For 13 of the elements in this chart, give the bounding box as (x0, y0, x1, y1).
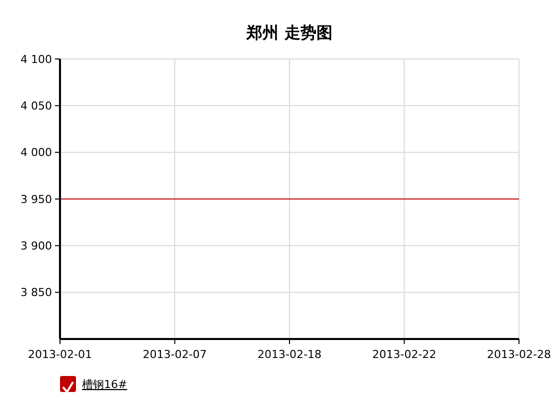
chart-title: 郑州 走势图 (246, 23, 332, 42)
x-tick-label: 2013-02-07 (142, 348, 207, 361)
x-tick-label: 2013-02-28 (487, 348, 551, 361)
x-tick-label: 2013-02-18 (258, 348, 322, 361)
legend-label: 槽钢16# (82, 378, 128, 391)
y-tick-label: 4 000 (20, 146, 52, 160)
y-tick-label: 3 900 (20, 240, 52, 253)
x-tick-label: 2013-02-22 (372, 348, 436, 361)
x-tick-label: 2013-02-01 (28, 348, 92, 361)
y-tick-label: 3 950 (20, 192, 52, 206)
y-tick-label: 3 850 (20, 286, 52, 300)
y-tick-label: 4 100 (20, 52, 52, 66)
y-tick-label: 4 050 (20, 100, 52, 113)
